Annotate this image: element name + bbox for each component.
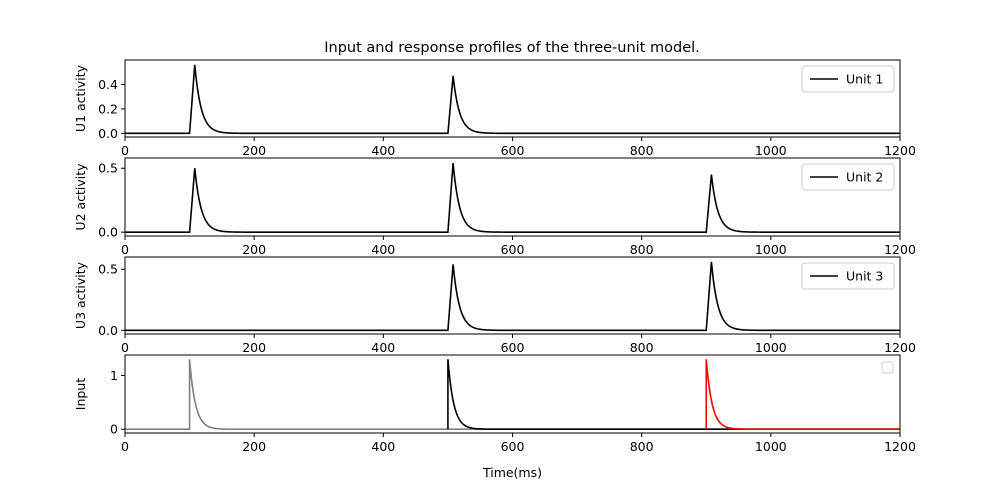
legend-box-empty	[881, 361, 894, 374]
series-line-1-1	[125, 64, 900, 135]
series-line-4-1	[125, 359, 900, 431]
legend-label: Unit 3	[846, 269, 883, 284]
axes-frame-3	[124, 256, 901, 335]
x-tick-label: 800	[630, 340, 654, 355]
x-tick-label: 400	[371, 242, 395, 257]
x-tick-label: 200	[242, 143, 266, 158]
y-tick-label: 0.0	[98, 126, 118, 141]
x-tick-label: 200	[242, 242, 266, 257]
x-tick-label: 800	[630, 242, 654, 257]
y-tick-label: 0.2	[98, 101, 118, 116]
legend-box	[801, 262, 895, 290]
x-tick-label: 800	[630, 143, 654, 158]
panel-2: 0 200 400 600 800 1000 1200 0.0 0.5 U2 activity Un…	[73, 157, 916, 257]
x-tick-label: 600	[501, 340, 525, 355]
series-line-3-1	[125, 261, 900, 332]
series-line-4-3	[705, 359, 900, 431]
x-tick-label: 800	[630, 439, 654, 454]
x-tick-label: 1200	[884, 242, 916, 257]
x-tick-label: 400	[371, 340, 395, 355]
x-tick-label: 200	[242, 439, 266, 454]
legend-label: Unit 2	[846, 170, 883, 185]
x-tick-label: 1000	[755, 143, 787, 158]
chart-title: Input and response profiles of the three…	[324, 40, 700, 56]
axes-frame-2	[124, 157, 901, 237]
x-tick-label: 1200	[884, 143, 916, 158]
y-tick-label: 0.5	[98, 262, 118, 277]
x-tick-label: 200	[242, 340, 266, 355]
legend-box	[801, 65, 895, 93]
x-tick-label: 400	[371, 439, 395, 454]
axes-frame-1	[124, 59, 901, 138]
x-tick-label: 0	[121, 242, 129, 257]
x-tick-label: 1200	[884, 340, 916, 355]
x-tick-label: 600	[501, 439, 525, 454]
panel-4: 0 200 400 600 800 1000 1200 0 1 Input Time(ms)	[73, 354, 916, 480]
legend-label: Unit 1	[846, 72, 883, 87]
y-tick-label: 0.5	[98, 161, 118, 176]
y-axis-label: U1 activity	[73, 64, 88, 132]
y-tick-label: 1	[110, 368, 118, 383]
x-tick-label: 0	[121, 340, 129, 355]
y-tick-label: 0.4	[98, 77, 118, 92]
panel-1: 0 200 400 600 800 1000 1200 0.0 0.2 0.4 U1 activit…	[73, 59, 916, 158]
series-line-4-2	[447, 359, 900, 431]
x-tick-label: 1000	[755, 242, 787, 257]
series-line-2-1	[125, 163, 900, 233]
y-axis-label: Input	[73, 378, 88, 410]
x-axis-label: Time(ms)	[482, 465, 542, 480]
x-tick-label: 1000	[755, 340, 787, 355]
x-tick-label: 0	[121, 143, 129, 158]
y-tick-label: 0.0	[98, 323, 118, 338]
x-tick-label: 1200	[884, 439, 916, 454]
panel-3: 0 200 400 600 800 1000 1200 0.0 0.5 U3 activity Un…	[73, 256, 916, 355]
y-tick-label: 0.0	[98, 225, 118, 240]
axes-frame-4	[124, 354, 901, 434]
y-axis-label: U3 activity	[73, 261, 88, 329]
x-tick-label: 400	[371, 143, 395, 158]
legend-box	[801, 163, 895, 191]
y-axis-label: U2 activity	[73, 163, 88, 231]
x-tick-label: 600	[501, 242, 525, 257]
x-tick-label: 1000	[755, 439, 787, 454]
x-tick-label: 600	[501, 143, 525, 158]
x-tick-label: 0	[121, 439, 129, 454]
y-tick-label: 0	[110, 422, 118, 437]
